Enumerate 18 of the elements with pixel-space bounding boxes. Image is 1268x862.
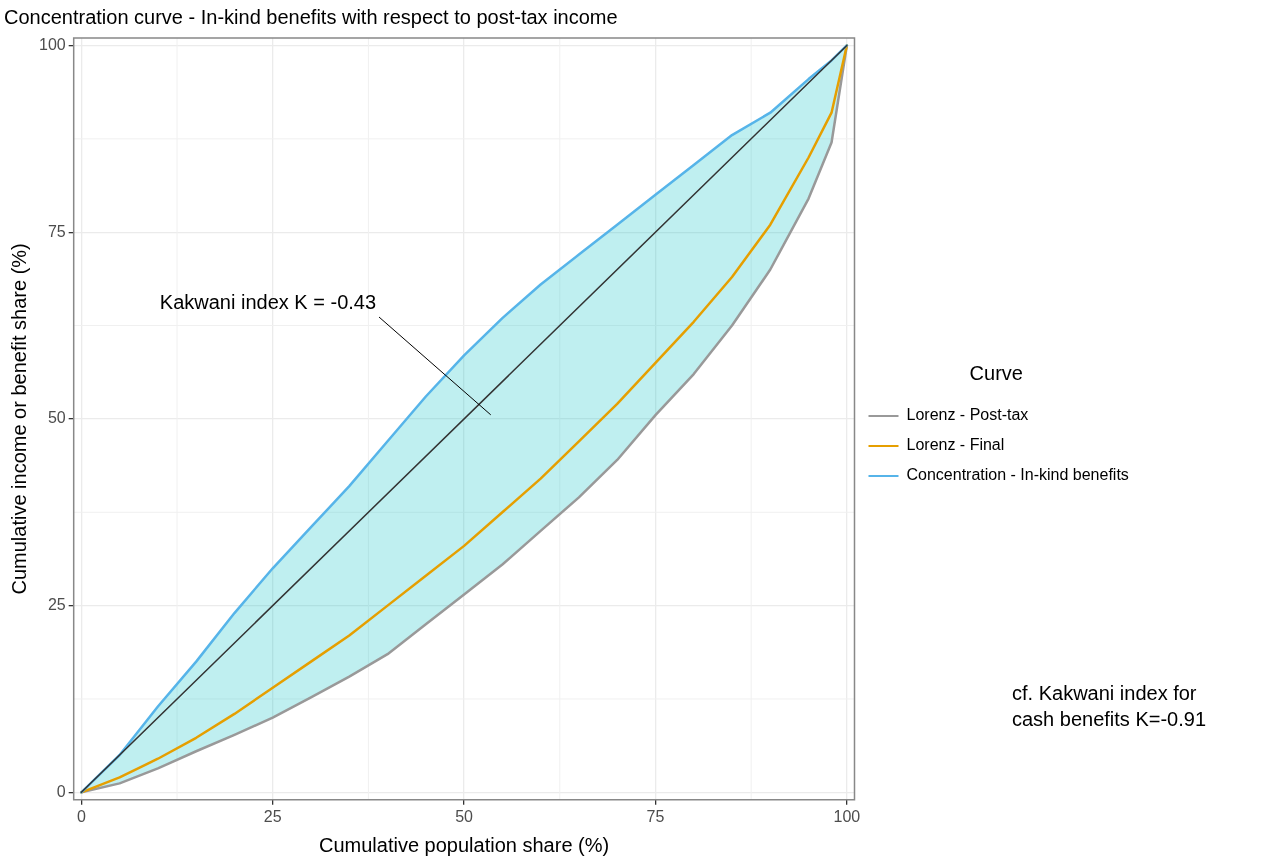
text: cf. Kakwani index for cash benefits K=-0.91 <box>1012 681 1207 732</box>
x-tick-label: 0 <box>76 807 86 825</box>
x-tick-label: 75 <box>646 807 665 825</box>
y-tick-label: 100 <box>38 35 66 53</box>
legend-label: Lorenz - Final <box>906 436 1005 454</box>
y-tick-label: 75 <box>47 222 66 240</box>
legend-label: Concentration - In-kind benefits <box>906 466 1129 484</box>
x-tick-label: 100 <box>833 807 861 825</box>
y-tick-label: 0 <box>56 782 66 800</box>
x-axis-title: Cumulative population share (%) <box>319 833 610 856</box>
y-tick-label: 25 <box>47 596 66 614</box>
y-tick-label: 50 <box>47 409 66 427</box>
y-axis-title: Cumulative income or benefit share (%) <box>7 243 30 595</box>
legend-title: Curve <box>969 361 1023 384</box>
chart-title: Concentration curve - In-kind benefits with respect to post-tax income <box>4 5 618 28</box>
x-tick-label: 50 <box>455 807 474 825</box>
x-tick-label: 25 <box>263 807 282 825</box>
legend-label: Lorenz - Post-tax <box>906 406 1029 424</box>
